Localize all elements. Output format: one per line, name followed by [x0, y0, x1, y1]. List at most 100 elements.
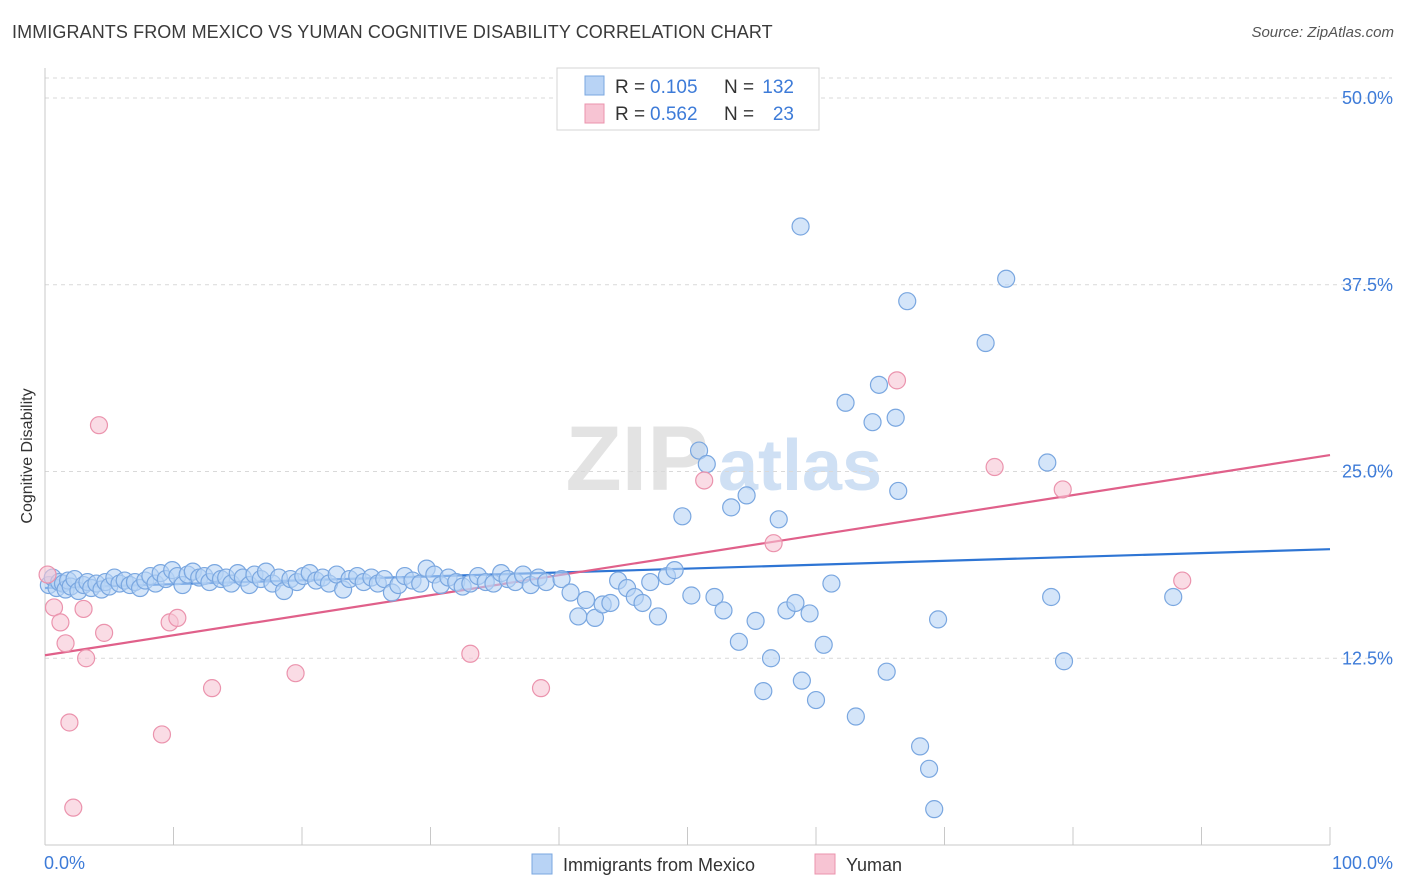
legend-swatch-mexico	[531, 853, 553, 875]
y-tick-label: 12.5%	[1342, 648, 1393, 668]
point-mexico	[976, 333, 995, 353]
point-mexico	[552, 569, 571, 589]
blue-r-value: 0.105	[650, 77, 698, 98]
point-mexico	[898, 292, 917, 311]
point-mexico	[714, 601, 733, 620]
point-mexico	[601, 593, 620, 613]
point-mexico	[761, 649, 781, 668]
point-mexico	[925, 800, 944, 819]
point-mexico	[800, 604, 819, 623]
point-yuman	[531, 679, 551, 698]
point-mexico	[537, 572, 556, 592]
point-mexico	[869, 375, 889, 394]
tick-labels: 12.5% 25.0% 37.5% 50.0% 0.0% 100.0%	[44, 88, 1393, 873]
data-points	[38, 217, 1192, 819]
point-yuman	[461, 644, 480, 663]
pink-swatch	[584, 103, 605, 124]
point-yuman	[695, 471, 714, 490]
point-yuman	[51, 613, 70, 632]
point-mexico	[585, 608, 605, 628]
point-mexico	[576, 590, 596, 610]
point-mexico	[754, 682, 773, 701]
point-mexico	[919, 759, 939, 778]
blue-r-label: R =	[615, 77, 645, 98]
point-yuman	[74, 599, 93, 619]
pink-n-value: 23	[773, 104, 794, 125]
legend-label-yuman: Yuman	[846, 855, 902, 875]
y-tick-label: 50.0%	[1342, 88, 1393, 108]
point-mexico	[846, 707, 865, 726]
chart-title: IMMIGRANTS FROM MEXICO VS YUMAN COGNITIV…	[12, 22, 773, 42]
watermark: ZIP atlas	[565, 408, 882, 510]
point-mexico	[769, 510, 788, 529]
point-mexico	[697, 454, 716, 474]
point-mexico	[648, 607, 668, 626]
point-mexico	[746, 611, 765, 631]
point-mexico	[1038, 453, 1057, 472]
series-legend: Immigrants from Mexico Yuman	[531, 853, 902, 875]
point-mexico	[877, 662, 896, 681]
point-mexico	[737, 486, 756, 505]
point-yuman	[60, 713, 79, 732]
pink-r-label: R =	[615, 104, 645, 125]
point-mexico	[886, 408, 905, 427]
point-mexico	[863, 413, 882, 432]
point-yuman	[77, 649, 96, 668]
point-mexico	[633, 593, 652, 613]
point-mexico	[792, 671, 811, 690]
point-mexico	[836, 393, 855, 412]
point-mexico	[561, 583, 580, 602]
pink-n-label: N =	[724, 104, 754, 125]
point-mexico	[889, 481, 908, 501]
source-credit: Source: ZipAtlas.com	[1251, 24, 1394, 41]
point-yuman	[168, 608, 187, 628]
point-yuman	[764, 534, 783, 553]
point-mexico	[705, 587, 724, 607]
point-mexico	[1164, 587, 1183, 607]
point-mexico	[665, 561, 684, 580]
point-mexico	[786, 593, 805, 613]
blue-n-value: 132	[762, 77, 794, 98]
y-tick-label: 25.0%	[1342, 462, 1393, 482]
point-mexico	[682, 586, 701, 605]
stats-legend: R = 0.105 N = 132 R = 0.562 N = 23	[556, 67, 820, 131]
point-yuman	[1173, 571, 1192, 590]
point-mexico	[722, 498, 741, 517]
point-yuman	[887, 371, 907, 390]
point-mexico	[997, 269, 1016, 288]
pink-r-value: 0.562	[650, 104, 698, 125]
point-yuman	[38, 565, 57, 584]
blue-swatch	[584, 75, 605, 96]
axes	[44, 68, 1331, 846]
point-mexico	[1042, 587, 1061, 607]
point-mexico	[1054, 652, 1074, 671]
point-mexico	[822, 574, 841, 593]
x-tick-label: 100.0%	[1332, 853, 1393, 873]
point-mexico	[729, 632, 749, 651]
point-mexico	[689, 441, 709, 460]
point-mexico	[641, 572, 660, 592]
point-mexico	[791, 217, 810, 236]
watermark-zip: ZIP	[565, 408, 708, 510]
legend-swatch-yuman	[814, 853, 836, 875]
legend-label-mexico: Immigrants from Mexico	[563, 855, 755, 875]
point-yuman	[985, 457, 1004, 477]
point-yuman	[202, 679, 222, 698]
point-yuman	[56, 634, 75, 653]
point-yuman	[1053, 480, 1072, 499]
trend-line-yuman	[44, 453, 1331, 657]
point-yuman	[89, 416, 109, 435]
point-mexico	[569, 607, 588, 626]
point-yuman	[64, 798, 83, 817]
point-mexico	[928, 610, 948, 629]
y-tick-label: 37.5%	[1342, 275, 1393, 295]
x-tick-label: 0.0%	[44, 853, 85, 873]
point-mexico	[806, 690, 826, 710]
point-yuman	[152, 725, 172, 744]
blue-n-label: N =	[724, 77, 754, 98]
point-mexico	[673, 507, 692, 526]
point-mexico	[910, 737, 930, 756]
point-yuman	[286, 664, 305, 683]
